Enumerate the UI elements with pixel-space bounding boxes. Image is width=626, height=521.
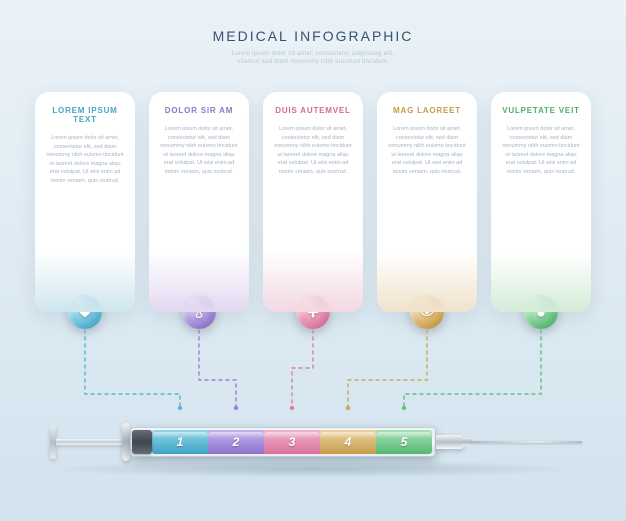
info-card: LOREM IPSUM TEXT Lorem ipsum dolor sit am… [35, 92, 135, 312]
page-title: MEDICAL INFOGRAPHIC [0, 0, 626, 44]
info-card: MAG LAOREET Lorem ipsum dolor sit amet, c… [377, 92, 477, 312]
card-title: DUIS AUTEMVEL [273, 106, 353, 115]
barrel-flange [122, 423, 130, 461]
page-subtitle: Lorem ipsum dolor sit amet, consectetur … [0, 50, 626, 67]
card-body: Lorem ipsum dolor sit amet, consectetur … [273, 125, 353, 176]
fluid-segments: 12345 [152, 430, 432, 454]
card-body: Lorem ipsum dolor sit amet, consectetur … [159, 125, 239, 176]
cards-row: LOREM IPSUM TEXT Lorem ipsum dolor sit am… [0, 92, 626, 312]
plus-icon [296, 295, 330, 329]
fluid-segment: 4 [320, 430, 376, 454]
fluid-segment: 2 [208, 430, 264, 454]
info-card: VULPETATE VEIT Lorem ipsum dolor sit amet… [491, 92, 591, 312]
card-title: VULPETATE VEIT [501, 106, 581, 115]
fluid-segment: 3 [264, 430, 320, 454]
plunger-head [132, 430, 152, 454]
fluid-segment: 1 [152, 430, 208, 454]
plunger-rod [56, 439, 124, 445]
drop-icon [524, 295, 558, 329]
barrel: 12345 [130, 427, 436, 457]
card-body: Lorem ipsum dolor sit amet, consectetur … [387, 125, 467, 176]
needle [472, 441, 582, 443]
info-card: DUIS AUTEMVEL Lorem ipsum dolor sit amet,… [263, 92, 363, 312]
card-body: Lorem ipsum dolor sit amet, consectetur … [45, 134, 125, 185]
heart-icon [68, 295, 102, 329]
card-body: Lorem ipsum dolor sit amet, consectetur … [501, 125, 581, 176]
card-title: MAG LAOREET [387, 106, 467, 115]
connectors [0, 330, 626, 410]
vial-icon [182, 295, 216, 329]
card-title: DOLOR SIR AM [159, 106, 239, 115]
eye-icon [410, 295, 444, 329]
info-card: DOLOR SIR AM Lorem ipsum dolor sit amet, … [149, 92, 249, 312]
fluid-segment: 5 [376, 430, 432, 454]
card-title: LOREM IPSUM TEXT [45, 106, 125, 124]
syringe: 12345 [0, 405, 626, 465]
needle-collar [462, 438, 472, 446]
barrel-tip [436, 435, 464, 449]
